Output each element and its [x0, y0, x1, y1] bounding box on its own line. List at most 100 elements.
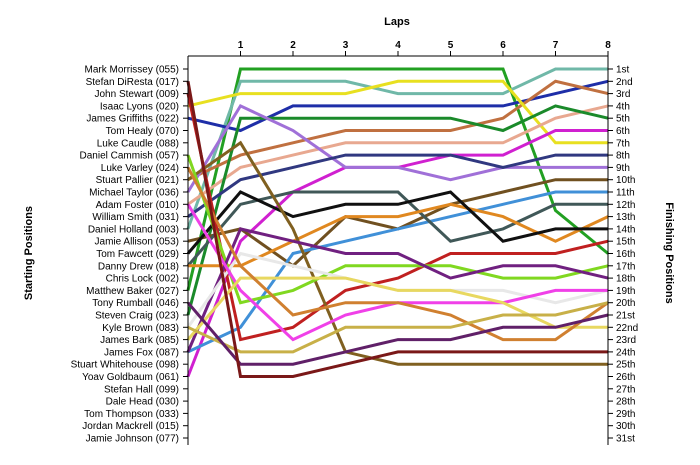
series-line-10: [187, 153, 608, 218]
finish-label-27: 27th: [616, 384, 635, 395]
finish-label-19: 19th: [616, 286, 635, 297]
series-line-7: [186, 104, 609, 316]
series-line-1: [186, 67, 609, 291]
series-line-3: [187, 79, 609, 133]
start-label-17: Danny Drew (018): [98, 261, 179, 272]
lap-tick-label-4: 4: [395, 40, 401, 51]
finish-label-31: 31st: [616, 434, 635, 445]
axis-labels: 1 2 3 4 5 6 7 8 Mark Morrissey (055)Stefan DiRes…: [71, 40, 639, 445]
start-label-16: Tom Fawcett (029): [96, 249, 179, 260]
start-label-21: Steven Craig (023): [95, 311, 179, 322]
lap-tick-label-6: 6: [500, 40, 506, 51]
start-label-5: James Griffiths (022): [86, 114, 179, 125]
start-label-3: John Stewart (009): [95, 89, 180, 100]
series-line-17: [187, 140, 608, 366]
start-label-28: Dale Head (030): [106, 397, 179, 408]
start-label-7: Luke Caudle (088): [97, 138, 179, 149]
series-line-15: [186, 190, 608, 255]
start-label-31: Jamie Johnson (077): [86, 434, 179, 445]
finish-label-26: 26th: [616, 372, 635, 383]
start-label-1: Mark Morrissey (055): [85, 65, 179, 76]
series-line-5: [187, 79, 608, 145]
start-label-24: James Fox (087): [104, 347, 179, 358]
start-label-9: Luke Varley (024): [101, 163, 179, 174]
lap-tick-label-3: 3: [343, 40, 349, 51]
start-label-13: William Smith (031): [92, 212, 179, 223]
finish-label-29: 29th: [616, 409, 635, 420]
start-label-14: Daniel Holland (003): [88, 224, 179, 235]
finish-label-22: 22nd: [616, 323, 638, 334]
series-line-6: [187, 104, 609, 206]
start-label-4: Isaac Lyons (020): [100, 101, 179, 112]
series-line-23: [186, 166, 609, 342]
series-line-4: [187, 79, 609, 182]
finish-label-10: 10th: [616, 175, 635, 186]
series-lines: [186, 67, 609, 378]
start-label-20: Tony Rumball (046): [92, 298, 179, 309]
finish-label-4: 4th: [616, 101, 630, 112]
start-label-29: Tom Thompson (033): [84, 409, 179, 420]
finish-label-23: 23rd: [616, 335, 636, 346]
finish-label-12: 12th: [616, 200, 635, 211]
start-label-10: Stuart Pallier (021): [96, 175, 179, 186]
finish-label-17: 17th: [616, 261, 635, 272]
finish-label-30: 30th: [616, 421, 635, 432]
start-label-11: Michael Taylor (036): [89, 188, 179, 199]
start-label-23: James Bark (085): [100, 335, 179, 346]
lap-tick-label-7: 7: [553, 40, 559, 51]
axis-ticks: [183, 51, 613, 439]
series-line-18: [186, 154, 609, 305]
start-label-22: Kyle Brown (083): [102, 323, 179, 334]
lap-tick-label-2: 2: [290, 40, 296, 51]
start-label-12: Adam Foster (010): [96, 200, 179, 211]
start-label-15: Jamie Allison (053): [95, 237, 179, 248]
right-axis-title: Finishing Positions: [663, 202, 675, 303]
series-line-19: [186, 227, 609, 353]
series-line-2: [186, 67, 608, 230]
start-label-26: Yoav Goldbaum (061): [82, 372, 179, 383]
x-axis-title: Laps: [384, 16, 410, 28]
series-line-24: [187, 301, 609, 354]
start-label-6: Tom Healy (070): [106, 126, 179, 137]
finish-label-15: 15th: [616, 237, 635, 248]
finish-label-21: 21st: [616, 311, 635, 322]
finish-label-28: 28th: [616, 397, 635, 408]
chart-axes: [187, 55, 609, 445]
finish-label-18: 18th: [616, 274, 635, 285]
finish-label-13: 13th: [616, 212, 635, 223]
finish-label-25: 25th: [616, 360, 635, 371]
start-label-8: Daniel Cammish (057): [80, 151, 179, 162]
series-line-26: [186, 81, 608, 378]
series-line-22: [186, 276, 608, 341]
series-line-21: [186, 203, 608, 342]
finish-label-24: 24th: [616, 347, 635, 358]
finish-label-9: 9th: [616, 163, 630, 174]
lap-tick-label-1: 1: [238, 40, 244, 51]
left-axis-title: Starting Positions: [23, 206, 35, 300]
finish-label-14: 14th: [616, 224, 635, 235]
start-label-19: Matthew Baker (027): [86, 286, 179, 297]
finish-label-6: 6th: [616, 126, 630, 137]
finish-label-20: 20th: [616, 298, 635, 309]
start-label-25: Stuart Whitehouse (098): [71, 360, 179, 371]
series-line-9: [186, 103, 608, 193]
finish-label-8: 8th: [616, 151, 630, 162]
finish-label-3: 3rd: [616, 89, 630, 100]
finish-label-11: 11th: [616, 188, 635, 199]
series-line-16: [186, 93, 609, 342]
start-label-18: Chris Lock (002): [106, 274, 179, 285]
start-label-30: Jordan Mackrell (015): [82, 421, 179, 432]
finish-label-7: 7th: [616, 138, 630, 149]
lap-tick-label-8: 8: [605, 40, 611, 51]
series-line-25: [186, 301, 609, 366]
start-label-2: Stefan DiResta (017): [86, 77, 179, 88]
finish-label-16: 16th: [616, 249, 635, 260]
start-label-27: Stefan Hall (099): [104, 384, 179, 395]
lap-tick-label-5: 5: [448, 40, 454, 51]
finish-label-5: 5th: [616, 114, 630, 125]
finish-label-2: 2nd: [616, 77, 633, 88]
finish-label-1: 1st: [616, 65, 630, 76]
series-line-12: [187, 190, 608, 354]
